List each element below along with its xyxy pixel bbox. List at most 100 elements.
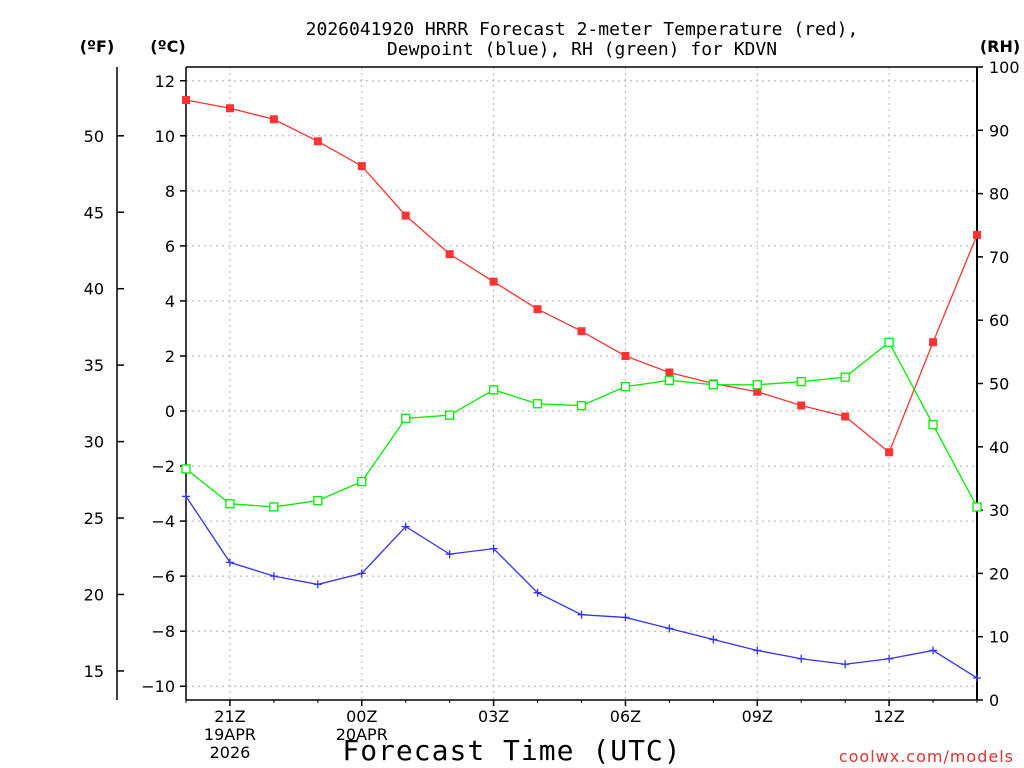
x-tick-label: 12Z [873,707,904,726]
tick-labels: −10 −8 −6 −4 −2 0 2 4 6 8 10 12 15 20 25 30 35 40 45 50 0 10 2… [84,58,1020,762]
y-tick-label-c: 10 [155,127,175,146]
rh-point [840,372,850,382]
y-tick-label-c: −4 [151,512,175,531]
temperature-point [841,412,850,421]
y-tick-label-rh: 90 [989,121,1009,140]
y-tick-label-f: 15 [84,662,104,681]
temperature-point [885,448,894,457]
chart-title-line2: Dewpoint (blue), RH (green) for KDVN [387,39,777,60]
x-tick-label: 2026 [210,743,251,762]
y-tick-label-c: −10 [141,677,175,696]
dewpoint-point [269,572,278,581]
y-tick-label-rh: 40 [989,438,1009,457]
temperature-point [225,104,234,113]
rh-point [488,385,499,395]
temperature-point [929,338,938,347]
rh-point [269,502,279,512]
rh-point [357,476,367,487]
y-tick-label-c: −2 [151,457,175,476]
grid-lines [186,67,977,700]
x-tick-label: 00Z [346,707,377,726]
rh-point [225,499,235,509]
temperature-point [753,387,762,396]
axes [116,66,983,706]
y-tick-label-f: 20 [84,586,104,605]
dewpoint-point [489,544,498,553]
dewpoint-point [577,610,586,619]
y-tick-label-f: 40 [84,280,104,299]
rh-point [664,375,675,385]
rh-point [181,464,191,474]
dewpoint-point [709,635,718,644]
y-tick-label-rh: 30 [989,501,1009,520]
y-tick-label-c: 2 [165,347,175,366]
data-series [181,96,982,682]
dewpoint-point [357,569,366,578]
right-rh-unit-label: (RH) [980,37,1020,56]
series-line-temperature [185,99,978,454]
series-rh [181,337,982,512]
y-tick-label-c: −6 [151,567,175,586]
temperature-point [533,305,542,314]
chart-title-line1: 2026041920 HRRR Forecast 2-meter Tempera… [306,19,859,40]
y-tick-label-c: 8 [165,182,175,201]
watermark: coolwx.com/models [839,747,1014,766]
y-tick-label-rh: 10 [989,628,1009,647]
y-tick-label-f: 35 [84,356,104,375]
x-axis-label: Forecast Time (UTC) [342,734,681,767]
y-tick-label-rh: 80 [989,185,1009,204]
temperature-point [621,351,630,360]
y-tick-label-c: 12 [155,72,175,91]
rh-point [972,502,982,512]
rh-point [928,419,938,430]
x-tick-label: 20APR [336,725,388,744]
x-tick-label: 06Z [610,707,641,726]
dewpoint-point [313,580,322,589]
dewpoint-point [797,654,806,663]
y-tick-label-c: 6 [165,237,175,256]
x-tick-label: 03Z [478,707,509,726]
series-dewpoint [182,492,981,682]
y-tick-label-c: 4 [165,292,175,311]
temperature-point [577,327,586,336]
temperature-point [489,277,498,286]
y-tick-label-f: 30 [84,433,104,452]
rh-point [401,413,411,423]
x-tick-label: 21Z [214,707,245,726]
y-tick-label-rh: 100 [989,58,1020,77]
dewpoint-point [401,522,410,531]
y-tick-label-f: 50 [84,127,104,146]
dewpoint-point [533,588,542,597]
y-tick-label-c: −8 [151,622,175,641]
x-tick-label: 09Z [742,707,773,726]
rh-point [884,337,894,348]
left-f-unit-label: (ºF) [80,37,115,56]
y-tick-label-rh: 50 [989,375,1009,394]
temperature-point [665,368,674,377]
temperature-point [269,115,278,124]
temperature-point [445,250,454,259]
series-line-dewpoint [185,495,978,679]
dewpoint-point [445,550,454,559]
temperature-point [182,96,190,105]
dewpoint-point [225,558,234,567]
dewpoint-point [665,624,674,633]
rh-point [445,410,455,420]
temperature-point [973,230,981,239]
series-temperature [182,96,981,457]
dewpoint-point [753,646,762,655]
dewpoint-point [621,613,630,622]
rh-point [708,380,718,390]
series-line-rh [185,341,978,508]
dewpoint-point [929,646,938,655]
temperature-point [797,401,806,410]
rh-point [313,495,323,506]
rh-point [752,380,762,390]
y-tick-label-rh: 0 [989,691,999,710]
dewpoint-point [182,492,190,501]
y-tick-label-f: 25 [84,509,104,528]
y-tick-label-rh: 60 [989,311,1009,330]
dewpoint-point [841,660,850,669]
rh-point [620,382,631,392]
